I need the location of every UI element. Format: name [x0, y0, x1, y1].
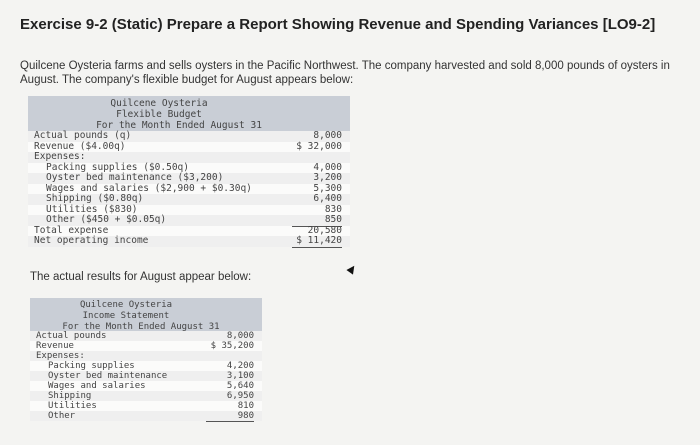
row-value: 8,000: [226, 331, 254, 341]
row-label: Shipping: [48, 391, 92, 401]
table-row: Actual pounds (q) 8,000: [28, 130, 350, 142]
row-label: Other ($450 + $0.05q): [46, 214, 167, 225]
table-row: Wages and salaries ($2,900 + $0.30q) 5,30…: [28, 182, 350, 195]
table-row: Other ($450 + $0.05q) 850: [28, 214, 350, 227]
row-label: Revenue: [36, 341, 74, 351]
row-value: 850: [292, 214, 342, 227]
actual-results-intro: The actual results for August appear bel…: [30, 271, 252, 283]
row-value: 980: [206, 411, 254, 422]
intro-paragraph: Quilcene Oysteria farms and sells oyster…: [20, 60, 670, 86]
period: For the Month Ended August 31: [62, 322, 220, 332]
row-value: 4,000: [313, 161, 342, 173]
table-row: Shipping ($0.80q) 6,400: [28, 193, 350, 205]
row-value: 5,300: [313, 182, 342, 194]
table-row: Shipping 6,950: [30, 391, 262, 401]
row-label: Net operating income: [34, 235, 149, 246]
row-label: Oyster bed maintenance ($3,200): [46, 172, 224, 183]
statement-name: Income Statement: [82, 311, 170, 321]
row-label: Wages and salaries ($2,900 + $0.30q): [46, 182, 252, 194]
table-row: Actual pounds 8,000: [30, 331, 262, 341]
period: For the Month Ended August 31: [96, 120, 262, 131]
row-label: Actual pounds (q): [34, 130, 132, 141]
statement-name: Flexible Budget: [116, 109, 202, 120]
row-label: Other: [48, 411, 76, 421]
row-value: $ 11,420: [292, 235, 342, 248]
table-header: Quilcene Oysteria Flexible Budget For th…: [28, 96, 350, 131]
income-statement-table: Quilcene Oysteria Income Statement For t…: [30, 298, 262, 422]
row-label: Utilities: [48, 401, 97, 411]
table-row: Other 980: [30, 411, 262, 422]
row-value: 830: [324, 203, 342, 215]
row-label: Shipping ($0.80q): [46, 193, 144, 204]
row-label: Revenue ($4.00q): [34, 140, 126, 152]
table-row: Wages and salaries 5,640: [30, 381, 262, 391]
row-label: Oyster bed maintenance: [48, 371, 168, 381]
row-label: Total expense: [34, 224, 109, 236]
table-row: Revenue $ 35,200: [30, 341, 262, 352]
table-row: Utilities ($830) 830: [28, 203, 350, 216]
row-value: 5,640: [226, 381, 254, 391]
row-value: 810: [237, 401, 254, 411]
table-row: Expenses:: [30, 351, 262, 361]
company-name: Quilcene Oysteria: [110, 98, 208, 109]
row-value: 6,400: [313, 193, 342, 204]
table-row: Packing supplies ($0.50q) 4,000: [28, 161, 350, 174]
exercise-title: Exercise 9-2 (Static) Prepare a Report S…: [20, 16, 656, 33]
row-value: 3,200: [313, 172, 342, 183]
row-value: 6,950: [226, 391, 254, 401]
flexible-budget-table: Quilcene Oysteria Flexible Budget For th…: [28, 96, 350, 248]
row-label: Packing supplies ($0.50q): [46, 161, 189, 173]
row-label: Expenses:: [36, 351, 85, 361]
row-value: 8,000: [313, 130, 342, 141]
table-row: Packing supplies 4,200: [30, 361, 262, 371]
row-label: Actual pounds: [36, 331, 107, 341]
table-row: Net operating income $ 11,420: [28, 235, 350, 248]
row-label: Wages and salaries: [48, 381, 146, 391]
mouse-cursor-icon: [346, 263, 358, 275]
table-row: Utilities 810: [30, 401, 262, 411]
table-row: Oyster bed maintenance 3,100: [30, 371, 262, 381]
table-row: Expenses:: [28, 151, 350, 163]
table-header: Quilcene Oysteria Income Statement For t…: [30, 298, 262, 332]
table-row: Oyster bed maintenance ($3,200) 3,200: [28, 172, 350, 184]
row-value: 3,100: [226, 371, 254, 381]
company-name: Quilcene Oysteria: [79, 300, 173, 310]
row-label: Utilities ($830): [46, 203, 138, 215]
row-label: Packing supplies: [48, 361, 135, 371]
row-label: Expenses:: [34, 151, 86, 162]
row-value: 4,200: [226, 361, 254, 371]
